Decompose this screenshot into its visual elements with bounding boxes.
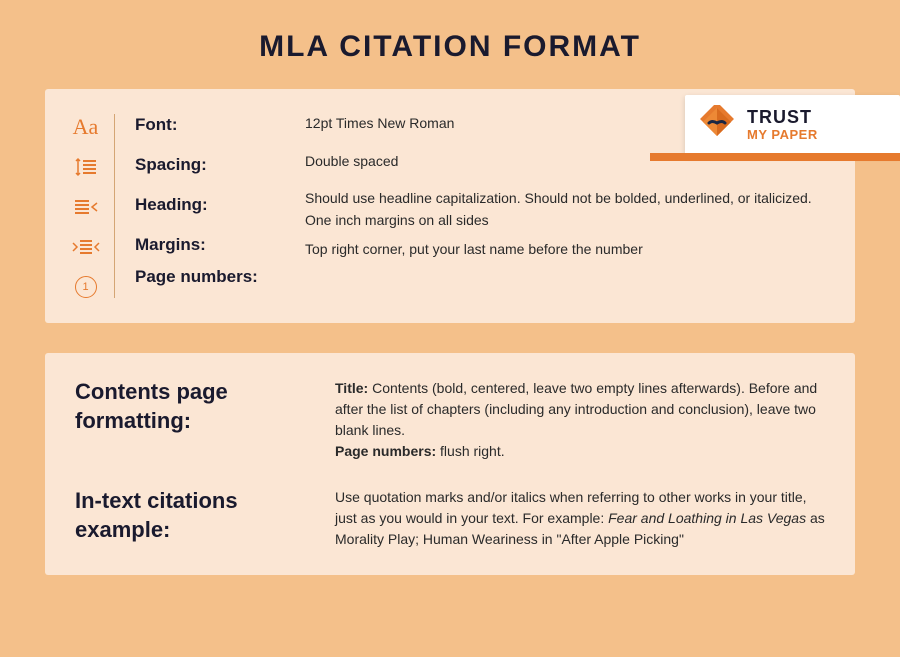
trust-mypaper-badge: TRUST MY PAPER xyxy=(685,95,900,155)
citations-italic: Fear and Loathing in Las Vegas xyxy=(608,510,806,526)
label-column: Font: Spacing: Heading: Margins: Page nu… xyxy=(135,114,285,298)
contents-title-label: Title: xyxy=(335,380,368,396)
contents-citations-card: Contents page formatting: Title: Content… xyxy=(45,353,855,575)
contents-section: Contents page formatting: Title: Content… xyxy=(75,378,825,462)
heading-icon xyxy=(74,196,98,218)
citations-label: In-text citations example: xyxy=(75,487,305,550)
icon-column: Aa xyxy=(75,114,115,298)
margins-label: Margins: xyxy=(135,234,285,256)
heading-label: Heading: xyxy=(135,194,285,216)
spacing-icon xyxy=(75,156,97,178)
pagenumbers-label: Page numbers: xyxy=(135,266,285,288)
citations-section: In-text citations example: Use quotation… xyxy=(75,487,825,550)
pagenumbers-value: Top right corner, put your last name bef… xyxy=(305,240,825,260)
contents-pagenum-text: flush right. xyxy=(436,443,504,459)
badge-underline xyxy=(650,153,900,161)
badge-line2: MY PAPER xyxy=(747,128,818,142)
contents-title-text: Contents (bold, centered, leave two empt… xyxy=(335,380,817,438)
font-label: Font: xyxy=(135,114,285,136)
margins-value: One inch margins on all sides xyxy=(305,211,825,231)
contents-label: Contents page formatting: xyxy=(75,378,305,462)
contents-pagenum-label: Page numbers: xyxy=(335,443,436,459)
font-icon: Aa xyxy=(73,116,99,138)
page-title: MLA CITATION FORMAT xyxy=(45,30,855,64)
contents-value: Title: Contents (bold, centered, leave t… xyxy=(335,378,825,462)
citations-value: Use quotation marks and/or italics when … xyxy=(335,487,825,550)
badge-line1: TRUST xyxy=(747,108,818,128)
handshake-icon xyxy=(697,105,737,145)
spacing-label: Spacing: xyxy=(135,154,285,176)
margins-icon xyxy=(72,236,100,258)
heading-value: Should use headline capitalization. Shou… xyxy=(305,189,825,209)
pagenumber-icon: 1 xyxy=(75,276,97,298)
